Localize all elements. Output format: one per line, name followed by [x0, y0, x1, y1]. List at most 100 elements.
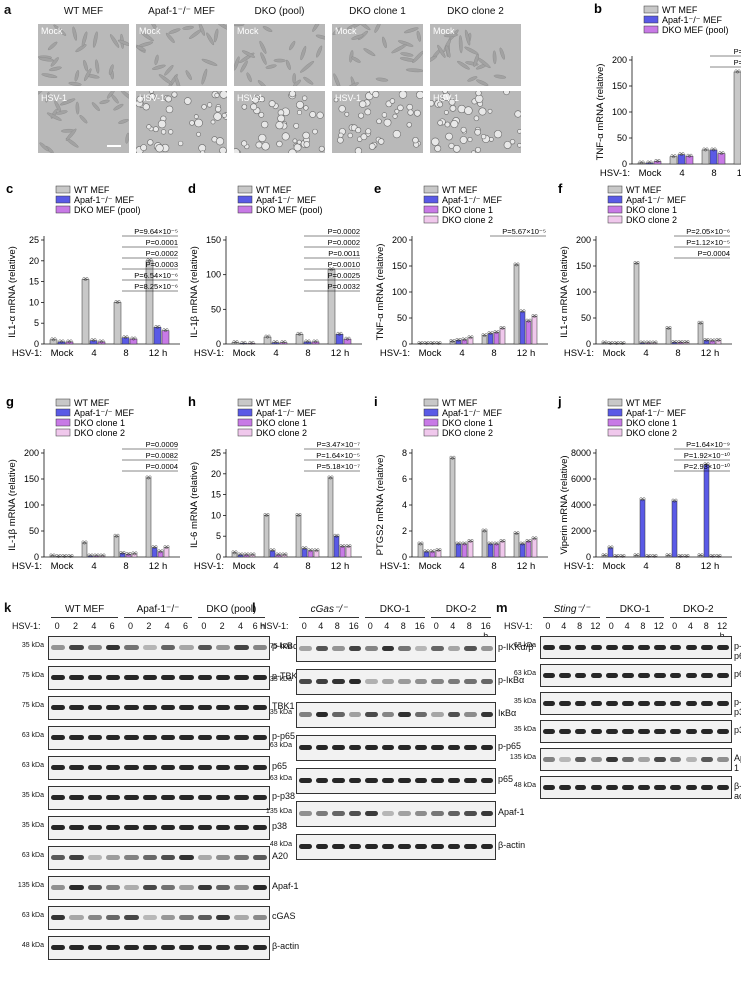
blot-band	[653, 672, 666, 678]
blot-strip	[540, 664, 732, 687]
x-tick-label: 4	[91, 561, 96, 572]
hsv-label: HSV-1:	[260, 621, 289, 631]
bar	[651, 556, 658, 558]
micrograph-condition-label: HSV-1	[41, 93, 68, 103]
x-tick-label: Mock	[639, 168, 662, 179]
x-tick-label: 8	[123, 561, 128, 572]
micrograph-condition-label: Mock	[433, 26, 455, 36]
group-underline	[124, 617, 192, 618]
lane-time-label: 2	[72, 621, 78, 631]
legend-label: WT MEF	[626, 398, 662, 408]
micrograph-column-header: DKO clone 2	[447, 6, 504, 17]
bar	[247, 343, 256, 345]
blot-band	[717, 728, 729, 734]
p-value-annotation: P=1.12×10⁻⁵	[686, 238, 730, 247]
y-axis-label: TNF-α mRNA (relative)	[375, 244, 386, 341]
x-axis-prefix: HSV-1:	[380, 348, 410, 359]
group-underline	[606, 617, 664, 618]
legend-swatch	[423, 398, 439, 407]
blot-band	[543, 700, 555, 706]
blot-band	[234, 645, 249, 650]
blot-band	[142, 825, 157, 830]
x-tick-label: Mock	[603, 561, 626, 572]
blot-band	[332, 646, 345, 651]
p-value-annotation: P=2.93×10⁻¹⁰	[684, 462, 730, 471]
blot-band	[124, 705, 139, 710]
lane-time-label: 4	[687, 621, 693, 631]
blot-band	[234, 765, 249, 770]
bar	[429, 343, 436, 345]
bar	[665, 328, 672, 345]
y-tick-label: 0	[216, 552, 221, 562]
blot-band	[179, 945, 194, 950]
blot-band	[464, 679, 477, 684]
micrograph-image: HSV-1	[38, 91, 129, 153]
blot-band	[106, 915, 121, 920]
bar	[327, 477, 334, 558]
bar	[113, 535, 120, 558]
micrograph-condition-label: Mock	[237, 26, 259, 36]
blot-band	[106, 765, 121, 770]
lane-time-label: 4	[164, 621, 170, 631]
blot-band	[124, 945, 139, 950]
lane-time-label: 0	[608, 621, 614, 631]
bar	[493, 332, 500, 345]
y-axis-label: IL1-α mRNA (relative)	[559, 246, 570, 338]
blot-band	[124, 915, 139, 920]
chart-panel-f: f WT MEF Apaf-1⁻/⁻ MEF DKO clone 1 DKO clone…	[556, 181, 738, 380]
blot-band	[51, 645, 66, 650]
blot-band	[69, 825, 84, 830]
lane-time-label: 0	[54, 621, 60, 631]
p-value-annotation: P=1.92×10⁻¹⁰	[684, 451, 730, 460]
blot-band	[365, 844, 378, 849]
legend-label: WT MEF	[442, 185, 478, 195]
blot-band	[480, 712, 493, 717]
y-tick-label: 15	[211, 490, 221, 500]
blot-band	[381, 811, 394, 816]
blot-band	[381, 745, 394, 750]
x-axis-prefix: HSV-1:	[564, 348, 594, 359]
legend-label: Apaf-1⁻/⁻ MEF	[626, 195, 687, 205]
p-value-annotation: P=3.47×10⁻⁷	[317, 440, 361, 449]
bar	[455, 543, 462, 558]
blot-band	[124, 645, 139, 650]
legend-label: WT MEF	[74, 185, 110, 195]
bar	[423, 343, 430, 345]
p-value-annotation: P=0.0002	[146, 249, 178, 258]
micrograph-image: Mock	[430, 24, 521, 86]
x-tick-label: 12 h	[517, 348, 536, 359]
blot-band	[87, 945, 102, 950]
blot-band	[197, 795, 212, 800]
group-underline	[51, 617, 119, 618]
bar	[613, 343, 620, 345]
blot-band	[414, 811, 427, 816]
x-tick-label: 12 h	[331, 561, 350, 572]
x-tick-label: 4	[459, 348, 464, 359]
lane-time-label: 4	[450, 621, 456, 631]
y-tick-label: 50	[211, 304, 221, 314]
y-tick-label: 15	[29, 277, 39, 287]
blot-band	[315, 811, 328, 816]
blot-band	[124, 795, 139, 800]
x-tick-label: Mock	[51, 348, 74, 359]
y-tick-label: 20	[29, 256, 39, 266]
micrograph-condition-label: HSV-1	[335, 93, 362, 103]
x-axis-prefix: HSV-1:	[380, 561, 410, 572]
y-tick-label: 20	[211, 469, 221, 479]
group-underline	[431, 617, 491, 618]
blot-group-header: Sting⁻/⁻	[553, 604, 590, 615]
legend-swatch	[423, 215, 439, 224]
blot-band	[87, 885, 102, 890]
blot-band	[87, 825, 102, 830]
y-tick-label: 0	[402, 339, 407, 349]
blot-band	[606, 728, 619, 734]
blot-band	[299, 646, 312, 651]
y-tick-label: 100	[24, 500, 39, 510]
blot-band	[179, 645, 194, 650]
blot-band	[197, 765, 212, 770]
blot-band	[669, 728, 682, 734]
blot-band	[124, 735, 139, 740]
blot-protein-label: p65	[272, 761, 288, 771]
blot-band	[69, 795, 84, 800]
bar	[619, 556, 626, 558]
